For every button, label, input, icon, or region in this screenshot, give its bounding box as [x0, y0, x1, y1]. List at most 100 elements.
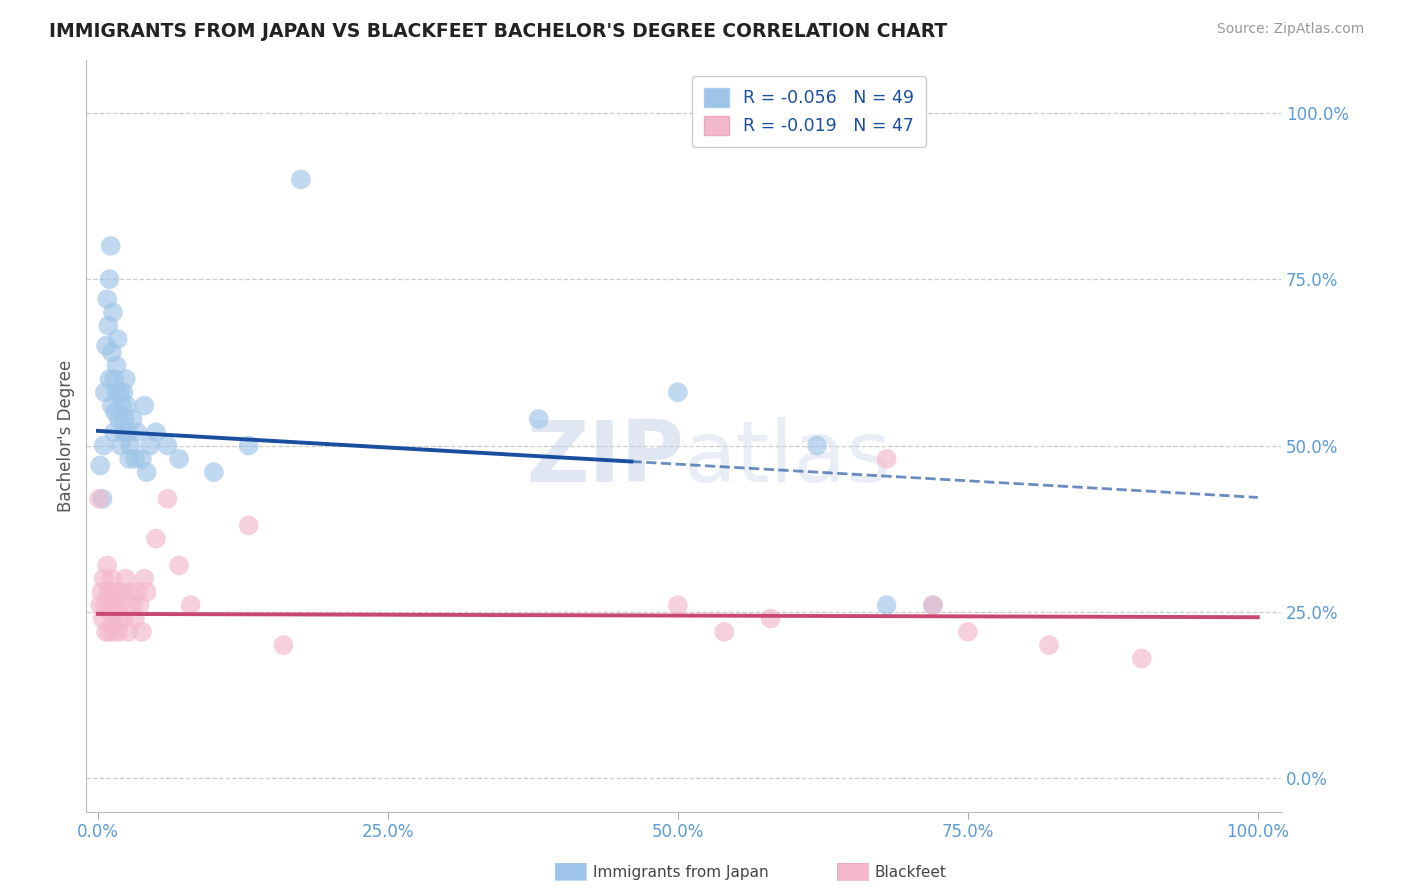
- Point: [118, 451, 141, 466]
- Point: [134, 572, 156, 586]
- Point: [127, 425, 149, 440]
- Point: [105, 585, 128, 599]
- Point: [111, 399, 134, 413]
- Point: [922, 599, 945, 613]
- Point: [1130, 651, 1153, 665]
- Text: Immigrants from Japan: Immigrants from Japan: [593, 865, 769, 880]
- Point: [121, 599, 143, 613]
- Point: [117, 624, 139, 639]
- Text: Blackfeet: Blackfeet: [875, 865, 946, 880]
- Legend: R = -0.056   N = 49, R = -0.019   N = 47: R = -0.056 N = 49, R = -0.019 N = 47: [692, 76, 925, 147]
- Point: [527, 412, 550, 426]
- Point: [145, 532, 167, 546]
- Point: [145, 425, 167, 440]
- Point: [103, 425, 125, 440]
- Point: [124, 611, 146, 625]
- Text: Source: ZipAtlas.com: Source: ZipAtlas.com: [1216, 22, 1364, 37]
- Point: [91, 611, 114, 625]
- Point: [114, 572, 136, 586]
- Point: [104, 599, 127, 613]
- Text: atlas: atlas: [683, 417, 891, 500]
- Point: [108, 599, 131, 613]
- Point: [101, 599, 124, 613]
- Point: [101, 611, 124, 625]
- Point: [101, 305, 124, 319]
- Point: [131, 624, 153, 639]
- Point: [101, 572, 124, 586]
- Point: [167, 451, 190, 466]
- Point: [167, 558, 190, 573]
- Point: [94, 385, 117, 400]
- Point: [806, 438, 828, 452]
- Point: [876, 599, 898, 613]
- Point: [922, 599, 945, 613]
- Point: [134, 399, 156, 413]
- Point: [156, 438, 179, 452]
- Point: [90, 585, 112, 599]
- Point: [128, 599, 150, 613]
- Point: [94, 624, 117, 639]
- Point: [100, 239, 122, 253]
- Point: [112, 611, 135, 625]
- Point: [666, 599, 689, 613]
- Point: [135, 465, 157, 479]
- Point: [96, 558, 118, 573]
- Point: [135, 585, 157, 599]
- Point: [96, 292, 118, 306]
- Point: [124, 451, 146, 466]
- Point: [91, 491, 114, 506]
- Point: [238, 438, 260, 452]
- Point: [104, 405, 127, 419]
- Point: [131, 451, 153, 466]
- Point: [105, 359, 128, 373]
- Point: [107, 624, 129, 639]
- Point: [120, 438, 142, 452]
- Point: [117, 425, 139, 440]
- Point: [98, 624, 121, 639]
- Point: [114, 412, 136, 426]
- Point: [238, 518, 260, 533]
- Point: [89, 599, 111, 613]
- Point: [956, 624, 979, 639]
- Point: [666, 385, 689, 400]
- Point: [110, 585, 132, 599]
- Point: [107, 332, 129, 346]
- Point: [121, 412, 143, 426]
- Point: [273, 638, 295, 652]
- Point: [98, 272, 121, 286]
- Point: [94, 599, 117, 613]
- Point: [97, 318, 120, 333]
- Point: [98, 372, 121, 386]
- Point: [93, 572, 115, 586]
- Point: [101, 399, 124, 413]
- Point: [98, 605, 121, 619]
- Point: [290, 172, 312, 186]
- Point: [97, 585, 120, 599]
- Point: [107, 412, 129, 426]
- Point: [112, 385, 135, 400]
- Point: [127, 585, 149, 599]
- Point: [103, 372, 125, 386]
- Point: [1038, 638, 1060, 652]
- Point: [100, 585, 122, 599]
- Point: [713, 624, 735, 639]
- Point: [89, 458, 111, 473]
- Point: [139, 438, 162, 452]
- Point: [759, 611, 782, 625]
- Point: [105, 385, 128, 400]
- Point: [94, 339, 117, 353]
- Point: [112, 425, 135, 440]
- Point: [180, 599, 202, 613]
- Point: [103, 624, 125, 639]
- Point: [876, 451, 898, 466]
- Point: [108, 385, 131, 400]
- Point: [156, 491, 179, 506]
- Text: IMMIGRANTS FROM JAPAN VS BLACKFEET BACHELOR'S DEGREE CORRELATION CHART: IMMIGRANTS FROM JAPAN VS BLACKFEET BACHE…: [49, 22, 948, 41]
- Point: [202, 465, 225, 479]
- Point: [114, 372, 136, 386]
- Point: [93, 438, 115, 452]
- Point: [115, 399, 138, 413]
- Point: [120, 585, 142, 599]
- Y-axis label: Bachelor's Degree: Bachelor's Degree: [58, 359, 75, 512]
- Point: [107, 611, 129, 625]
